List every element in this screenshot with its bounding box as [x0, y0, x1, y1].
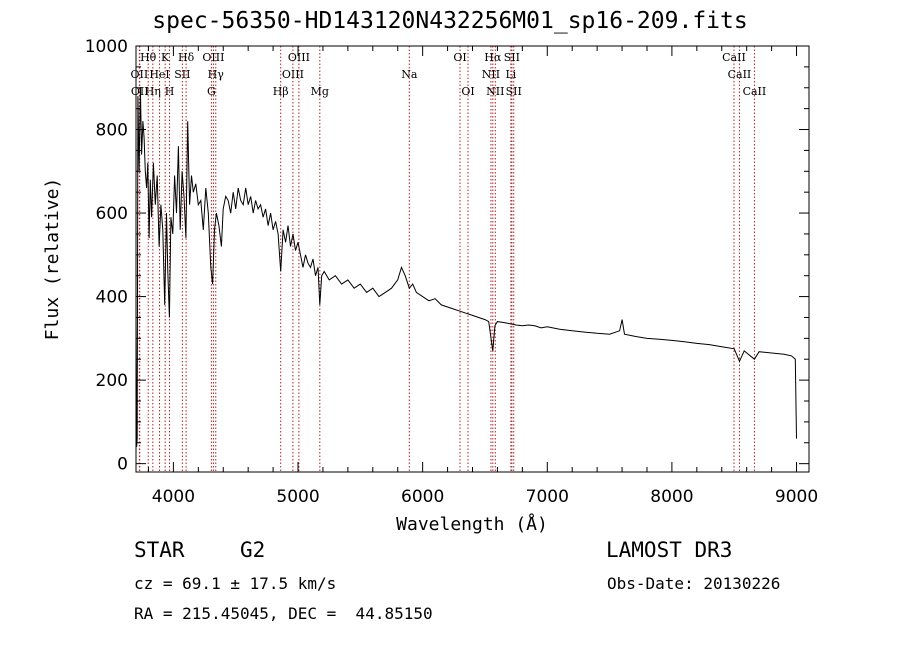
- spectral-line-label: Hθ: [140, 51, 157, 64]
- x-tick-label: 4000: [152, 487, 195, 507]
- spectral-line-label: K: [161, 51, 170, 64]
- series-layer: [135, 87, 797, 447]
- y-tick-label: 200: [96, 371, 128, 391]
- spectrum-line: [135, 87, 797, 447]
- x-tick-label: 8000: [650, 487, 693, 507]
- spectral-line-label: SII: [174, 68, 190, 81]
- redshift-label: cz = 69.1 ± 17.5 km/s: [134, 574, 337, 593]
- spectral-line-label: OIII: [282, 68, 304, 81]
- spectral-line-label: OI: [453, 51, 466, 64]
- page-title: spec-56350-HD143120N432256M01_sp16-209.f…: [152, 8, 748, 34]
- y-tick-label: 400: [96, 288, 128, 308]
- spectral-line-label: OII: [131, 68, 149, 81]
- spectral-line-label: Hα: [484, 51, 502, 64]
- spectral-line-label: Hδ: [178, 51, 195, 64]
- spectral-line-label: NII: [486, 85, 504, 98]
- y-axis-label: Flux (relative): [42, 178, 63, 341]
- spectral-line-label: Hγ: [208, 68, 225, 81]
- subclass-label: G2: [240, 538, 266, 562]
- spectral-line-label: Hβ: [273, 85, 289, 98]
- x-tick-label: 9000: [775, 487, 818, 507]
- spectral-line-label: Li: [505, 68, 516, 81]
- spectral-line-label: CaII: [743, 85, 767, 98]
- spectral-line-label: G: [207, 85, 216, 98]
- survey-label: LAMOST DR3: [606, 538, 733, 562]
- y-tick-label: 1000: [85, 37, 128, 57]
- spectral-line-label: CaII: [728, 68, 752, 81]
- spectral-line-label: SII: [506, 85, 522, 98]
- x-tick-label: 5000: [276, 487, 319, 507]
- x-axis-label: Wavelength (Å): [396, 513, 548, 535]
- obs-date-label: Obs-Date: 20130226: [607, 574, 781, 593]
- spectral-line-label: NII: [482, 68, 500, 81]
- spectral-line-label: OI: [461, 85, 474, 98]
- spectral-lines-layer: [138, 46, 755, 472]
- spectral-line-label: Na: [401, 68, 418, 81]
- coordinates-label: RA = 215.45045, DEC = 44.85150: [134, 604, 433, 623]
- spectral-line-label: Hη: [145, 85, 161, 98]
- spectral-line-label: SII: [504, 51, 520, 64]
- plot-frame: [135, 45, 810, 473]
- y-tick-label: 0: [117, 455, 128, 475]
- spectral-line-label: OIII: [288, 51, 310, 64]
- x-tick-label: 6000: [401, 487, 444, 507]
- y-tick-label: 800: [96, 121, 128, 141]
- spectral-line-label: HeI: [149, 68, 169, 81]
- y-tick-label: 600: [96, 204, 128, 224]
- axis-ticks-layer: 4000 5000 6000 7000 8000 9000 0 200 400 600 800 100…: [85, 37, 818, 507]
- spectral-line-label: H: [165, 85, 175, 98]
- class-label: STAR: [134, 538, 185, 562]
- x-tick-label: 7000: [526, 487, 569, 507]
- spectral-line-label: CaII: [722, 51, 746, 64]
- spectral-line-label: OIII: [202, 51, 224, 64]
- spectrum-chart: 4000 5000 6000 7000 8000 9000 0 200 400 600 800 100…: [42, 37, 818, 535]
- spectral-line-label: Mg: [311, 85, 329, 98]
- spectral-line-label: OII: [131, 85, 149, 98]
